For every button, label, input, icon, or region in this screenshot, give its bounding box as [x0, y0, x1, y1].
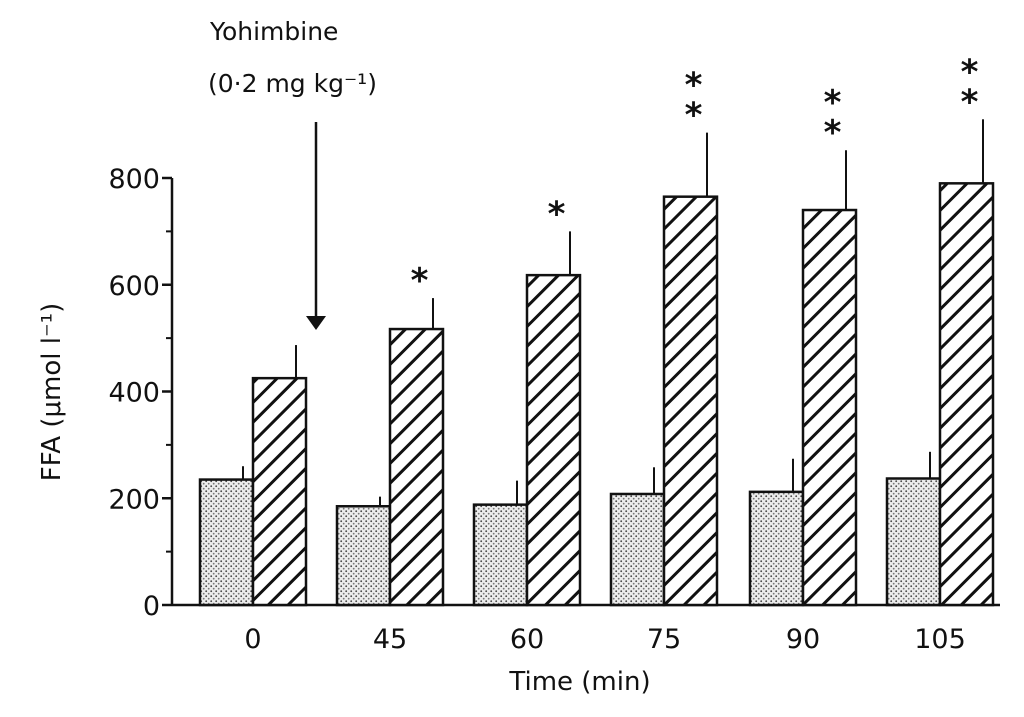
yohimbine-bar: [662, 195, 719, 607]
yohimbine-bar: [388, 327, 445, 607]
control-bar: [885, 477, 942, 607]
y-axis-label: FFA (μmol l⁻¹): [37, 303, 67, 482]
y-ticks: 0 200 400 600 800: [108, 164, 172, 622]
significance-star: *: [961, 52, 979, 92]
significance-star: *: [685, 96, 703, 136]
significance-star: *: [824, 83, 842, 123]
bars: **** ****: [198, 52, 995, 607]
significance-star: *: [961, 82, 979, 122]
x-tick-labels: 0 45 60 75 90 105: [244, 624, 965, 655]
x-tick-label: 60: [510, 624, 544, 655]
significance-star: *: [411, 261, 429, 301]
y-tick-label: 800: [108, 164, 160, 195]
y-tick-label: 0: [143, 591, 160, 622]
annotation-arrow-head: [306, 316, 326, 330]
yohimbine-annotation: Yohimbine (0·2 mg kg⁻¹): [208, 17, 377, 330]
control-bar: [472, 503, 529, 607]
control-bar: [748, 490, 805, 607]
x-tick-label: 105: [914, 624, 966, 655]
control-bar: [609, 492, 666, 607]
significance-star: *: [824, 113, 842, 153]
annotation-title: Yohimbine: [209, 17, 338, 46]
significance-star: *: [685, 66, 703, 106]
x-tick-label: 0: [244, 624, 261, 655]
x-tick-label: 45: [373, 624, 407, 655]
x-tick-label: 75: [647, 624, 681, 655]
control-bar: [335, 505, 392, 607]
y-tick-label: 400: [108, 378, 160, 409]
yohimbine-bar: [251, 376, 308, 607]
x-axis-label: Time (min): [508, 667, 650, 697]
x-tick-label: 90: [786, 624, 820, 655]
yohimbine-bar: [801, 208, 858, 607]
significance-star: *: [548, 194, 566, 234]
yohimbine-bar: [938, 182, 995, 607]
y-tick-label: 200: [108, 484, 160, 515]
annotation-dose: (0·2 mg kg⁻¹): [208, 69, 377, 98]
yohimbine-bar: [525, 273, 582, 607]
y-tick-label: 600: [108, 271, 160, 302]
control-bar: [198, 478, 255, 607]
